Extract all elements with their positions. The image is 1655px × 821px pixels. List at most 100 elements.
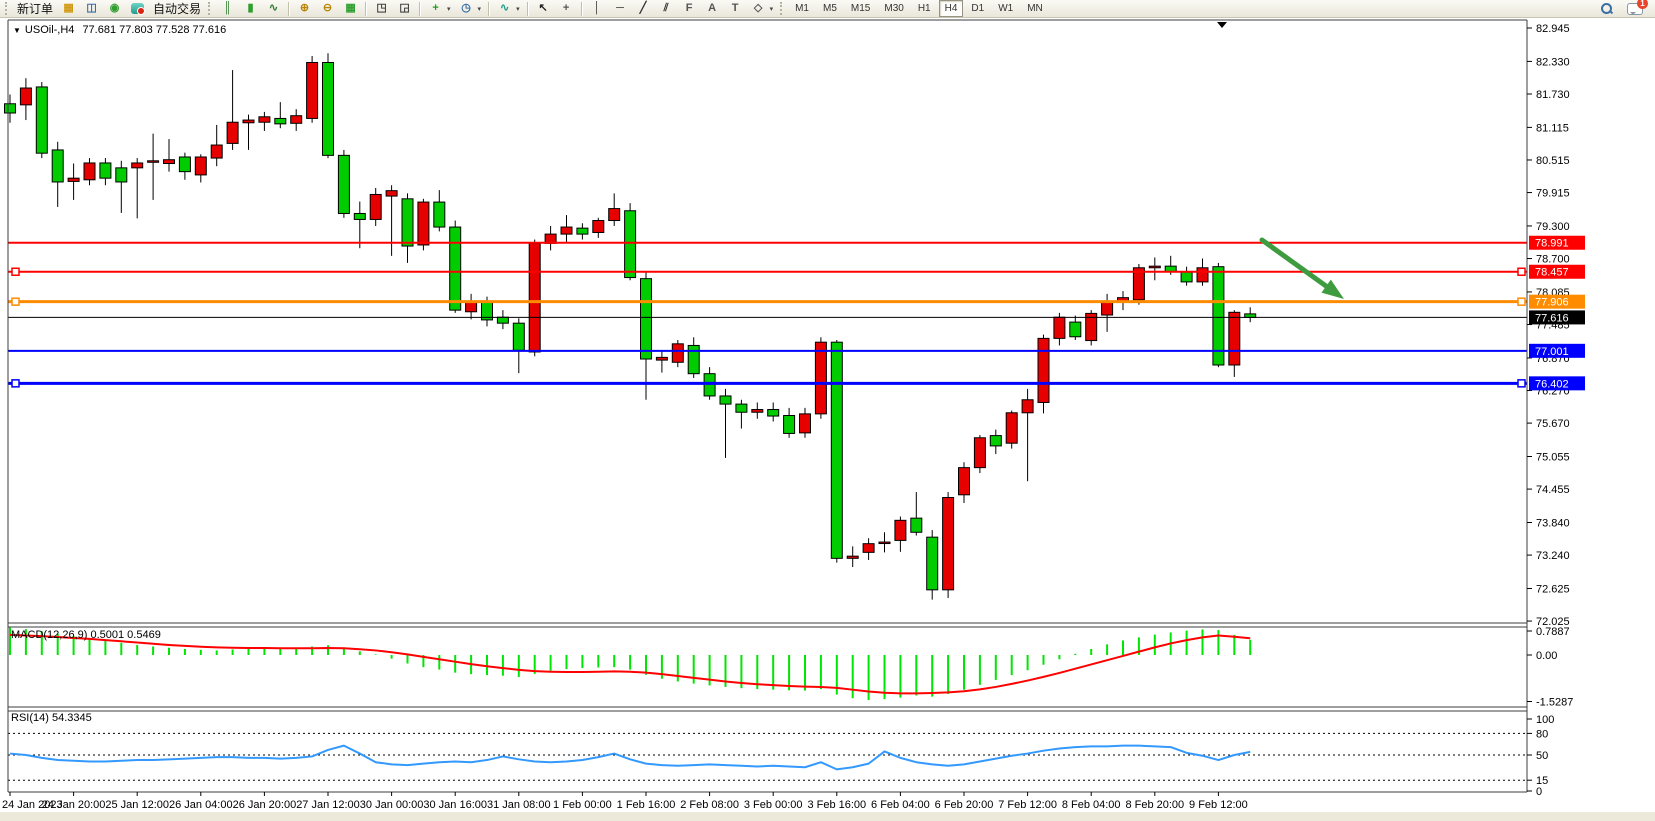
chart-title: ▼ USOil-,H4 77.681 77.803 77.528 77.616 (13, 24, 226, 36)
toolbar-separator (419, 1, 422, 16)
bullish-candle (131, 162, 144, 169)
bullish-candle (258, 116, 271, 123)
line-handle[interactable] (11, 379, 20, 388)
timeframe-m15[interactable]: M15 (850, 3, 871, 14)
timeframe-h4[interactable]: H4 (938, 0, 964, 17)
bearish-candle (1069, 321, 1082, 338)
chevron-down-icon[interactable]: ▾ (447, 5, 451, 13)
bullish-candle (1148, 265, 1161, 269)
timeframe-mn[interactable]: MN (1027, 3, 1043, 14)
line-handle[interactable] (11, 267, 20, 276)
line-handle[interactable] (1517, 379, 1526, 388)
templates-icon: ∿ (499, 2, 510, 14)
equidistant-channel-icon: ⫽ (663, 2, 669, 14)
new-chart-button[interactable]: ◳ (370, 1, 393, 17)
chevron-down-icon[interactable]: ▾ (477, 5, 482, 13)
tile-windows-button[interactable]: ▦ (339, 1, 362, 17)
signals-button[interactable]: ◉ (103, 1, 126, 17)
periods-button[interactable]: ◷ ▾ (455, 1, 486, 17)
price-tick-label: 73.240 (1536, 550, 1570, 562)
templates-button[interactable]: ∿ ▾ (493, 1, 524, 17)
bullish-candle (306, 61, 319, 119)
bullish-candle (1053, 316, 1066, 339)
text-button[interactable]: A (701, 1, 724, 17)
toolbar-separator (488, 1, 491, 16)
chart-profiles-button[interactable]: ◲ (393, 1, 416, 17)
bullish-candle (385, 190, 398, 197)
search-icon[interactable] (1600, 2, 1613, 15)
horizontal-line-button[interactable]: ─ (609, 1, 632, 17)
candlestick-chart-button[interactable]: ▮ (239, 1, 262, 17)
line-handle[interactable] (11, 297, 20, 306)
crosshair-button[interactable]: + (555, 1, 578, 17)
tile-windows-icon: ▦ (345, 2, 356, 14)
bearish-candle (989, 435, 1002, 447)
chart-window[interactable]: 82.945 82.330 81.730 81.115 80.515 79.915 79.3… (0, 18, 1655, 812)
shapes-button[interactable]: ◇ ▾ (747, 1, 778, 17)
bearish-candle (640, 278, 652, 360)
time-tick-label: 8 Feb 04:00 (1062, 799, 1121, 811)
bullish-candle (1037, 337, 1050, 403)
add-indicator-button[interactable]: + ▾ (424, 1, 455, 17)
collapse-icon[interactable]: ▼ (13, 26, 21, 35)
arrow-annotation[interactable] (1259, 237, 1344, 299)
bearish-candle (496, 316, 509, 324)
toolbar-grip (5, 2, 10, 15)
autotrade-button[interactable] (126, 1, 149, 17)
chevron-down-icon[interactable]: ▾ (769, 5, 774, 13)
bearish-candle (830, 341, 843, 559)
bullish-candle (1005, 412, 1018, 444)
bar-chart-button[interactable]: ║ (216, 1, 239, 17)
bullish-candle (608, 208, 621, 222)
time-tick-label: 3 Feb 00:00 (744, 799, 803, 811)
zoom-out-button[interactable]: ⊖ (316, 1, 339, 17)
equidistant-channel-button[interactable]: ⫽ (655, 1, 678, 17)
chart-canvas[interactable]: 82.945 82.330 81.730 81.115 80.515 79.915 79.3… (0, 18, 1655, 812)
crosshair-icon: + (562, 2, 570, 14)
toolbar-grip (208, 2, 213, 15)
price-tick-label: 75.670 (1536, 418, 1570, 430)
ohlc-values: 77.681 77.803 77.528 77.616 (82, 24, 227, 36)
bullish-candle (942, 497, 955, 591)
new-chart-icon: ◳ (376, 2, 387, 14)
timeframe-m5[interactable]: M5 (823, 3, 837, 14)
line-handle[interactable] (1517, 267, 1526, 276)
timeframe-d1[interactable]: D1 (971, 3, 985, 14)
price-badge (1529, 235, 1585, 250)
timeframe-m30[interactable]: M30 (884, 3, 904, 14)
text-icon: A (708, 2, 717, 14)
rsi-axis-label: 80 (1536, 728, 1548, 740)
new-order-button[interactable]: 新订单 (17, 2, 54, 16)
time-tick-label: 1 Feb 00:00 (553, 799, 612, 811)
bearish-candle (910, 517, 923, 533)
bullish-candle (528, 242, 541, 353)
bullish-candle (592, 220, 605, 233)
bullish-candle (846, 555, 859, 559)
timeframe-w1[interactable]: W1 (998, 3, 1014, 14)
navigator-button[interactable]: ◫ (80, 1, 103, 17)
shapes-icon: ◇ (753, 2, 763, 14)
zoom-in-button[interactable]: ⊕ (293, 1, 316, 17)
chevron-down-icon[interactable]: ▾ (516, 5, 520, 13)
candles-layer (4, 53, 1257, 600)
line-chart-button[interactable]: ∿ (262, 1, 285, 17)
trendline-button[interactable]: ╱ (632, 1, 655, 17)
timeframe-h1[interactable]: H1 (917, 3, 931, 14)
text-label-button[interactable]: T (724, 1, 747, 17)
chat-icon[interactable]: 1 (1627, 0, 1648, 15)
macd-signal-line (9, 633, 1251, 695)
price-tick-label: 72.025 (1536, 616, 1570, 628)
bearish-candle (624, 210, 637, 279)
time-tick-label: 6 Feb 20:00 (935, 799, 994, 811)
price-badge-label: 77.616 (1535, 312, 1569, 324)
fibonacci-button[interactable]: F (678, 1, 701, 17)
price-tick-label: 72.625 (1536, 583, 1570, 595)
vertical-line-button[interactable]: │ (586, 1, 609, 17)
price-axis: 82.945 82.330 81.730 81.115 80.515 79.915 79.3… (1527, 23, 1585, 798)
cursor-button[interactable]: ↖ (532, 1, 555, 17)
chart-shift-marker[interactable] (1217, 22, 1227, 28)
line-handle[interactable] (1517, 297, 1526, 306)
time-tick-label: 31 Jan 08:00 (487, 799, 551, 811)
timeframe-m1[interactable]: M1 (795, 3, 809, 14)
market-watch-button[interactable]: ▦ (57, 1, 80, 17)
